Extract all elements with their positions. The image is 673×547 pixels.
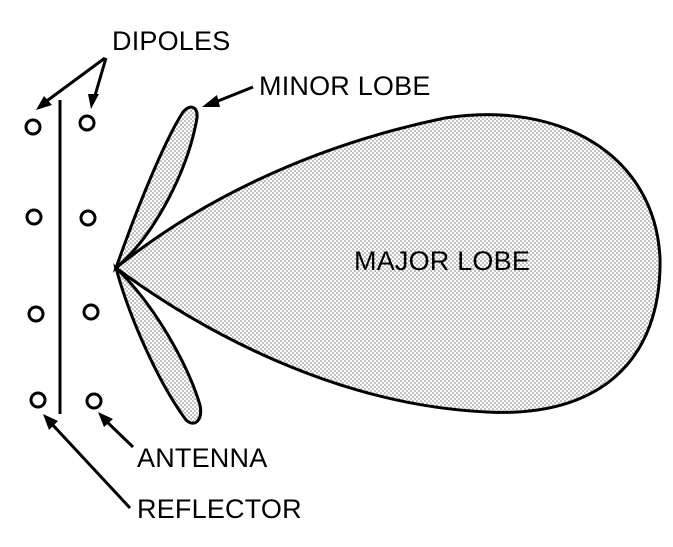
minor-lobe-leader xyxy=(212,85,254,105)
antenna-arrowhead xyxy=(98,412,113,427)
dipole-right-3 xyxy=(82,303,100,321)
dipoles-label: DIPOLES xyxy=(112,26,230,56)
minor-lobe-label: MINOR LOBE xyxy=(259,71,431,101)
minor-lobe-lower-shape xyxy=(113,263,203,425)
reflector-leader xyxy=(48,420,132,510)
reflector-label: REFLECTOR xyxy=(137,494,302,524)
dipole-right-2 xyxy=(79,209,97,227)
antenna-label: ANTENNA xyxy=(137,443,267,473)
dipole-left-2 xyxy=(25,208,43,226)
dipoles-leader-left xyxy=(43,56,106,105)
minor-lobe-upper-shape xyxy=(112,105,199,273)
dipole-left-4 xyxy=(29,391,47,409)
dipole-right-4 xyxy=(85,392,103,410)
reflector-arrowhead xyxy=(43,414,58,430)
dipoles-leader-right xyxy=(92,57,108,100)
dipoles-arrowhead-left xyxy=(36,96,52,110)
dipole-left-3 xyxy=(27,305,45,323)
antenna-leader xyxy=(103,418,135,449)
dipole-right-1 xyxy=(78,114,96,132)
dipoles-arrowhead-right xyxy=(88,94,99,109)
major-lobe-label: MAJOR LOBE xyxy=(354,246,530,276)
dipole-left-1 xyxy=(24,118,42,136)
major-lobe-shape xyxy=(113,113,662,414)
minor-lobe-arrowhead xyxy=(202,95,220,107)
